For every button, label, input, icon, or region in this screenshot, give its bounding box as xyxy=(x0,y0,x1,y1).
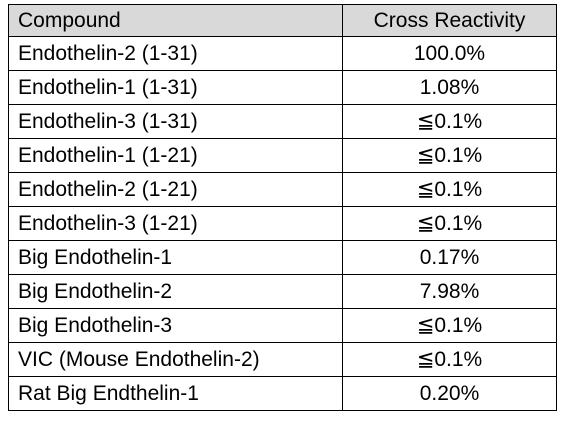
table-row: Endothelin-3 (1-31) ≦0.1% xyxy=(8,104,557,139)
compound-cell: VIC (Mouse Endothelin-2) xyxy=(8,342,343,377)
cross-reactivity-cell: ≦0.1% xyxy=(342,308,557,343)
cross-reactivity-table: Compound Cross Reactivity Endothelin-2 (… xyxy=(8,4,557,411)
table-row: Rat Big Endthelin-1 0.20% xyxy=(8,376,557,411)
cross-reactivity-cell: 0.20% xyxy=(342,376,557,411)
table-row: Endothelin-2 (1-31) 100.0% xyxy=(8,36,557,71)
cross-reactivity-cell: 0.17% xyxy=(342,240,557,275)
header-compound: Compound xyxy=(8,4,343,37)
compound-cell: Endothelin-2 (1-31) xyxy=(8,36,343,71)
table-row: Big Endothelin-3 ≦0.1% xyxy=(8,308,557,343)
compound-cell: Endothelin-1 (1-31) xyxy=(8,70,343,105)
table-row: VIC (Mouse Endothelin-2) ≦0.1% xyxy=(8,342,557,377)
cross-reactivity-cell: ≦0.1% xyxy=(342,138,557,173)
header-cross-reactivity: Cross Reactivity xyxy=(342,4,557,37)
compound-cell: Big Endothelin-1 xyxy=(8,240,343,275)
compound-cell: Endothelin-1 (1-21) xyxy=(8,138,343,173)
compound-cell: Big Endothelin-3 xyxy=(8,308,343,343)
table-row: Endothelin-3 (1-21) ≦0.1% xyxy=(8,206,557,241)
cross-reactivity-cell: ≦0.1% xyxy=(342,342,557,377)
table-row: Endothelin-1 (1-21) ≦0.1% xyxy=(8,138,557,173)
compound-cell: Rat Big Endthelin-1 xyxy=(8,376,343,411)
table-row: Endothelin-1 (1-31) 1.08% xyxy=(8,70,557,105)
compound-cell: Endothelin-2 (1-21) xyxy=(8,172,343,207)
table-row: Big Endothelin-2 7.98% xyxy=(8,274,557,309)
cross-reactivity-cell: 1.08% xyxy=(342,70,557,105)
cross-reactivity-cell: 7.98% xyxy=(342,274,557,309)
compound-cell: Big Endothelin-2 xyxy=(8,274,343,309)
compound-cell: Endothelin-3 (1-31) xyxy=(8,104,343,139)
cross-reactivity-cell: ≦0.1% xyxy=(342,104,557,139)
cross-reactivity-cell: 100.0% xyxy=(342,36,557,71)
table-row: Endothelin-2 (1-21) ≦0.1% xyxy=(8,172,557,207)
table-header-row: Compound Cross Reactivity xyxy=(8,4,557,37)
compound-cell: Endothelin-3 (1-21) xyxy=(8,206,343,241)
table-row: Big Endothelin-1 0.17% xyxy=(8,240,557,275)
cross-reactivity-cell: ≦0.1% xyxy=(342,206,557,241)
cross-reactivity-cell: ≦0.1% xyxy=(342,172,557,207)
